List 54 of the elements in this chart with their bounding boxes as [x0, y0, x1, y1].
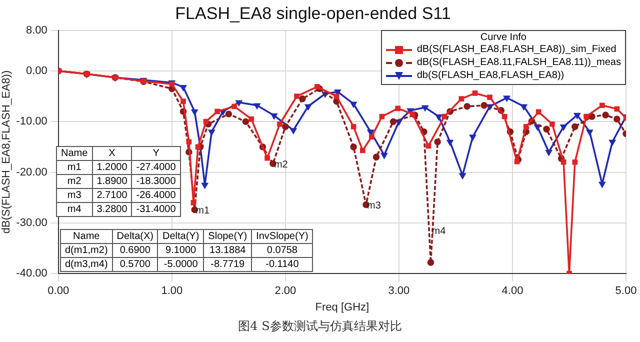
annotation: m2 — [56, 174, 92, 188]
annotation: 13.1884 — [204, 244, 252, 258]
annotation: 0.6900 — [112, 244, 158, 258]
annotation: 1.8900 — [92, 174, 132, 188]
annotation: -18.3000 — [132, 174, 180, 188]
annotation: Slope(Y) — [204, 230, 252, 244]
y-tick-label: -40.00 — [16, 268, 48, 280]
x-tick-label: 5.00 — [615, 285, 637, 298]
annotation: d(m3,m4) — [60, 258, 112, 272]
legend-label: db(S(FLASH_EA8,FLASH_EA8)) — [416, 70, 564, 81]
annotation: m3 — [367, 200, 382, 212]
annotation: 2.7100 — [92, 188, 132, 202]
x-tick-label: 1.00 — [161, 285, 183, 298]
y-tick-label: -10.00 — [16, 116, 48, 128]
y-tick-label: 8.00 — [26, 24, 48, 36]
annotation: -0.1140 — [252, 258, 313, 272]
y-tick-label: -30.00 — [16, 216, 48, 229]
annotation: X — [92, 146, 132, 160]
annotation: m4 — [432, 226, 446, 237]
annotation: 0.0758 — [252, 244, 313, 258]
x-tick-label: 4.00 — [502, 285, 524, 298]
annotation: -5.0000 — [158, 258, 204, 272]
annotation: Y — [132, 146, 180, 160]
annotation: -27.4000 — [132, 160, 180, 174]
x-tick-label: 2.00 — [274, 285, 296, 298]
y-tick-label: 0.00 — [26, 64, 48, 77]
chart-title: FLASH_EA8 single-open-ended S11 — [175, 4, 451, 23]
annotation: InvSlope(Y) — [252, 230, 313, 244]
annotation: -26.4000 — [132, 188, 180, 202]
annotation: m1 — [196, 206, 210, 217]
annotation: Name — [60, 230, 112, 244]
annotation: m3 — [56, 188, 92, 202]
annotation: Delta(Y) — [158, 230, 204, 244]
annotation: 1.2000 — [92, 160, 132, 174]
annotation: -31.4000 — [132, 202, 180, 216]
x-tick-label: 0.00 — [48, 285, 70, 298]
annotation: Name — [56, 146, 92, 160]
legend-label: dB(S(FLASH_EA8,FLASH_EA8))_sim_Fixed — [416, 44, 616, 55]
legend-label: dB(S(FLASH_EA8.11,FALSH_EA8.11))_meas — [416, 57, 621, 68]
caption: 图4 S参数测试与仿真结果对比 — [237, 318, 403, 335]
y-axis-title: dB(S(FLASH_EA8,FLASH_EA8)) — [0, 70, 13, 234]
y-tick-label: -20.00 — [16, 166, 48, 178]
annotation: m4 — [56, 202, 92, 216]
annotation: 3.2800 — [92, 202, 132, 216]
annotation: 0.5700 — [112, 258, 158, 272]
x-tick-label: 3.00 — [388, 285, 410, 298]
annotation: Delta(X) — [112, 230, 158, 244]
annotation: d(m1,m2) — [60, 244, 112, 258]
annotation: m2 — [274, 159, 288, 170]
legend-title: Curve Info — [479, 32, 528, 43]
annotation: 9.1000 — [158, 244, 204, 258]
x-axis-title: Freq [GHz] — [315, 301, 370, 314]
annotation: m1 — [56, 160, 92, 174]
annotation: -8.7719 — [204, 258, 252, 272]
